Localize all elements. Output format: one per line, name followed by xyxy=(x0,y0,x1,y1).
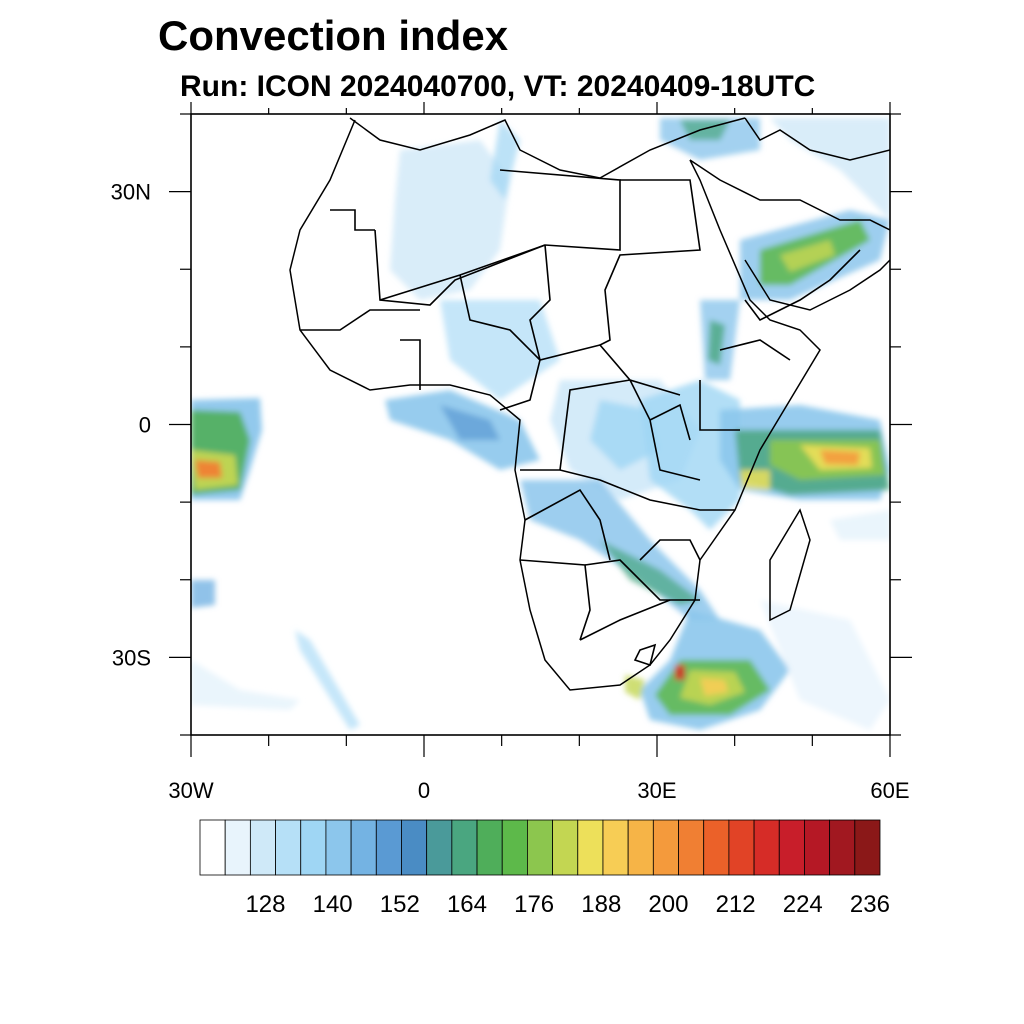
colorbar-swatch xyxy=(829,819,856,876)
colorbar-label: 200 xyxy=(648,891,688,918)
chart-subtitle: Run: ICON 2024040700, VT: 20240409-18UTC xyxy=(180,70,816,103)
colorbar-swatch xyxy=(854,819,881,876)
colorbar-swatch xyxy=(199,819,226,876)
x-tick-label: 60E xyxy=(870,778,909,803)
colorbar-swatch xyxy=(300,819,327,876)
colorbar-swatch xyxy=(778,819,805,876)
colorbar-label: 188 xyxy=(581,891,621,918)
y-tick-label: 0 xyxy=(139,413,151,438)
y-tick-label: 30N xyxy=(111,180,151,205)
colorbar-swatch xyxy=(703,819,730,876)
colorbar-label: 152 xyxy=(380,891,420,918)
colorbar-swatch xyxy=(375,819,402,876)
colorbar-label: 176 xyxy=(514,891,554,918)
colorbar-swatch xyxy=(552,819,579,876)
colorbar-swatch xyxy=(678,819,705,876)
colorbar-swatch xyxy=(501,819,528,876)
colorbar-label: 212 xyxy=(716,891,756,918)
axis-ticks: 30W 0 30E 60E 30N 0 30S xyxy=(111,102,912,803)
x-tick-label: 30E xyxy=(637,778,676,803)
country-borders xyxy=(300,169,861,667)
coastlines xyxy=(289,117,890,691)
colorbar-swatch xyxy=(728,819,755,876)
colorbar-swatch xyxy=(401,819,428,876)
colorbar-swatch xyxy=(426,819,453,876)
x-tick-label: 0 xyxy=(418,778,430,803)
colorbar-label: 140 xyxy=(313,891,353,918)
x-tick-label: 30W xyxy=(168,778,213,803)
colorbar-swatch xyxy=(350,819,377,876)
colorbar-swatch xyxy=(602,819,629,876)
colorbar-swatch xyxy=(753,819,780,876)
chart-title: Convection index xyxy=(158,12,509,59)
colorbar-swatch xyxy=(451,819,478,876)
colorbar-swatch xyxy=(476,819,503,876)
colorbar-swatch xyxy=(224,819,251,876)
colorbar-swatch xyxy=(804,819,831,876)
convection-field xyxy=(191,118,890,730)
colorbar-swatch xyxy=(325,819,352,876)
y-tick-label: 30S xyxy=(112,645,151,670)
colorbar-label: 236 xyxy=(850,891,890,918)
colorbar-swatch xyxy=(652,819,679,876)
colorbar-label: 164 xyxy=(447,891,487,918)
colorbar-swatch xyxy=(249,819,276,876)
colorbar: 128 140 152 164 176 188 200 212 224 236 xyxy=(199,819,890,918)
colorbar-label: 128 xyxy=(245,891,285,918)
colorbar-swatch xyxy=(527,819,553,876)
colorbar-label: 224 xyxy=(783,891,823,918)
colorbar-swatch xyxy=(627,819,654,876)
colorbar-swatch xyxy=(275,819,302,876)
colorbar-swatch xyxy=(577,819,604,876)
